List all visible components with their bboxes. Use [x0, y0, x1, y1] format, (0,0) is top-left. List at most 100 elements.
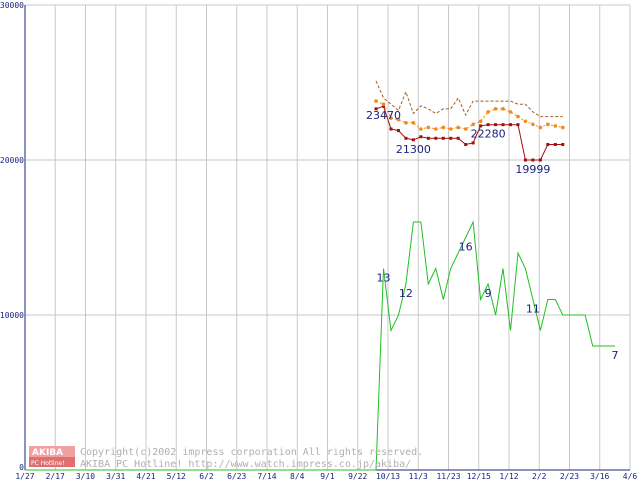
data-label: 16: [459, 241, 473, 254]
y-tick-label: 30000: [0, 1, 24, 10]
point-price_min: [374, 107, 378, 111]
x-tick-label: 8/4: [290, 472, 305, 480]
x-tick-label: 3/16: [590, 472, 609, 480]
point-price_min: [508, 123, 512, 127]
series-line-price_max: [375, 80, 563, 118]
y-tick-label: 0: [19, 463, 24, 472]
point-price_avg: [434, 127, 438, 131]
point-price_avg: [546, 122, 550, 127]
point-price_avg: [471, 122, 475, 127]
point-price_avg: [441, 125, 446, 130]
point-price_avg: [374, 99, 378, 103]
point-price_avg: [516, 114, 520, 119]
point-price_avg: [553, 124, 558, 128]
x-axis: 1/27 2/17 3/10 3/31 4/21 5/12 6/2 6/23 7/14 8/4 9/…: [15, 469, 638, 480]
point-price_min: [471, 141, 475, 145]
data-label: 13: [377, 272, 391, 285]
data-label: 19999: [515, 163, 550, 176]
x-tick-label: 5/12: [167, 472, 186, 480]
point-price_min: [486, 123, 490, 127]
data-label: 22280: [471, 128, 506, 141]
point-price_avg: [396, 117, 401, 122]
data-label: 7: [612, 349, 619, 362]
point-price_avg: [523, 119, 528, 124]
logo-bottom-text: PC Hotline!: [31, 460, 64, 467]
x-tick-label: 2/17: [46, 472, 65, 480]
x-tick-label: 6/23: [227, 472, 246, 480]
point-price_min: [531, 158, 535, 162]
point-price_min: [553, 143, 557, 146]
point-price_avg: [404, 121, 408, 125]
data-label: 23470: [366, 109, 401, 122]
x-tick-label: 3/10: [76, 472, 95, 480]
point-price_avg: [411, 121, 416, 125]
point-price_min: [382, 104, 386, 108]
hotline-url-text: AKIBA PC Hotline! http://www.watch.impre…: [80, 459, 411, 470]
data-label: 11: [526, 303, 540, 316]
x-tick-label: 4/21: [136, 472, 155, 480]
watermark: AKIBA PC Hotline! Copyright(c)2002 impre…: [29, 446, 423, 470]
data-label: 9: [485, 287, 492, 300]
point-price_min: [561, 143, 565, 146]
point-price_avg: [419, 127, 423, 131]
series-layer: [25, 80, 616, 471]
point-price_min: [396, 129, 400, 133]
x-tick-label: 11/23: [436, 472, 460, 480]
data-label: 21300: [396, 143, 431, 156]
point-price_min: [494, 123, 498, 127]
copyright-text: Copyright(c)2002 impress corporation All…: [80, 447, 423, 458]
point-price_min: [516, 123, 520, 127]
point-price_avg: [531, 122, 535, 127]
point-price_min: [389, 127, 393, 131]
point-price_avg: [448, 127, 453, 131]
point-price_min: [411, 138, 415, 142]
x-tick-label: 3/31: [106, 472, 125, 480]
grid-lines: [24, 4, 631, 471]
series-line-price_avg: [375, 100, 563, 130]
x-tick-label: 4/6: [623, 472, 638, 480]
point-price_min: [419, 135, 423, 139]
x-tick-label: 7/14: [257, 472, 276, 480]
y-axis: 0 10000 20000 30000: [0, 1, 26, 472]
point-price_avg: [501, 107, 505, 111]
x-tick-label: 1/27: [15, 472, 34, 480]
y-tick-label: 20000: [0, 156, 24, 165]
point-price_avg: [486, 110, 490, 114]
x-tick-label: 12/15: [467, 472, 491, 480]
x-tick-label: 2/2: [532, 472, 547, 480]
x-tick-label: 10/13: [376, 472, 400, 480]
akiba-logo: AKIBA PC Hotline!: [29, 446, 75, 467]
point-price_avg: [463, 127, 468, 131]
point-price_min: [456, 136, 460, 140]
data-label: 12: [399, 287, 413, 300]
point-price_min: [546, 143, 550, 146]
x-tick-label: 6/2: [199, 472, 214, 480]
point-price_avg: [389, 116, 393, 120]
point-price_avg: [381, 102, 386, 106]
point-price_avg: [493, 107, 498, 111]
point-price_min: [501, 123, 505, 127]
point-price_min: [538, 158, 542, 162]
point-price_min: [449, 136, 453, 140]
point-price_min: [523, 158, 527, 162]
logo-top-text: AKIBA: [32, 448, 63, 458]
point-price_avg: [456, 125, 461, 130]
point-price_min: [464, 143, 468, 146]
point-price_avg: [508, 110, 513, 114]
point-price_min: [441, 136, 445, 140]
point-price_avg: [478, 119, 483, 124]
y-tick-label: 10000: [0, 311, 24, 320]
point-price_avg: [538, 125, 543, 130]
point-price_min: [434, 136, 438, 140]
series-line-shop_count: [25, 220, 616, 471]
data-labels: 23470 21300 22280 19999 13 12 16 9 11 7: [366, 109, 619, 362]
point-price_min: [426, 136, 430, 140]
x-tick-label: 1/12: [499, 472, 518, 480]
x-tick-label: 9/1: [320, 472, 335, 480]
point-price_min: [479, 124, 483, 128]
x-tick-label: 9/22: [348, 472, 367, 480]
point-price_avg: [426, 125, 431, 130]
x-tick-label: 11/3: [409, 472, 428, 480]
point-price_min: [404, 136, 408, 140]
